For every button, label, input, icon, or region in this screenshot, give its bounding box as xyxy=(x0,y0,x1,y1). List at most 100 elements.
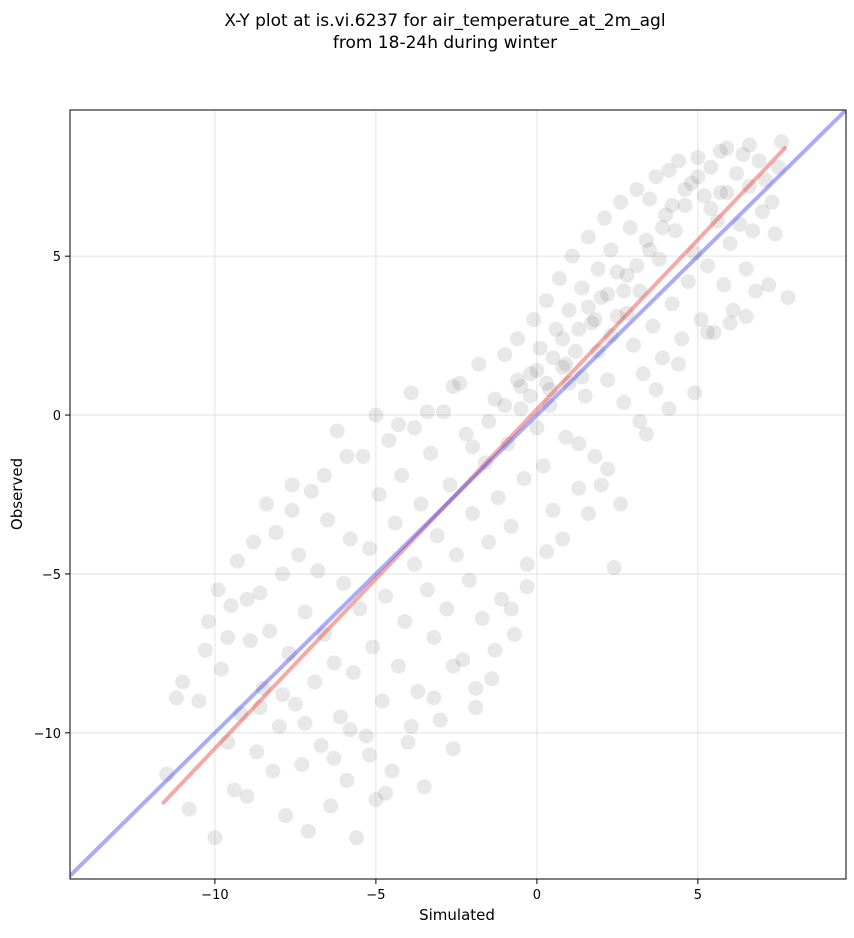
scatter-point-4 xyxy=(191,693,207,709)
scatter-point-126 xyxy=(600,372,616,388)
scatter-point-225 xyxy=(239,591,255,607)
scatter-point-144 xyxy=(658,207,674,223)
scatter-point-181 xyxy=(770,159,786,175)
scatter-point-43 xyxy=(332,709,348,725)
scatter-point-242 xyxy=(580,506,596,522)
scatter-point-20 xyxy=(255,680,271,696)
scatter-point-50 xyxy=(355,448,371,464)
scatter-point-38 xyxy=(316,626,332,642)
scatter-point-185 xyxy=(464,439,480,455)
scatter-point-243 xyxy=(593,477,609,493)
scatter-point-249 xyxy=(722,315,738,331)
scatter-point-118 xyxy=(574,280,590,296)
scatter-point-2 xyxy=(175,674,191,690)
scatter-point-36 xyxy=(310,563,326,579)
scatter-point-62 xyxy=(394,467,410,483)
scatter-point-200 xyxy=(522,388,538,404)
scatter-point-8 xyxy=(210,582,226,598)
x-tick-label-1: −5 xyxy=(366,888,385,903)
scatter-point-123 xyxy=(590,261,606,277)
scatter-point-219 xyxy=(339,448,355,464)
scatter-point-3 xyxy=(181,801,197,817)
x-tick-label-3: 5 xyxy=(694,888,702,903)
scatter-point-79 xyxy=(448,547,464,563)
scatter-point-210 xyxy=(654,220,670,236)
scatter-point-160 xyxy=(709,213,725,229)
scatter-point-236 xyxy=(468,680,484,696)
scatter-point-253 xyxy=(638,426,654,442)
scatter-point-196 xyxy=(590,344,606,360)
scatter-point-112 xyxy=(555,359,571,375)
scatter-point-102 xyxy=(522,366,538,382)
scatter-point-191 xyxy=(545,350,561,366)
scatter-point-99 xyxy=(513,401,529,417)
scatter-point-143 xyxy=(654,350,670,366)
scatter-point-192 xyxy=(555,331,571,347)
scatter-point-195 xyxy=(580,299,596,315)
scatter-point-168 xyxy=(735,146,751,162)
scatter-point-59 xyxy=(384,763,400,779)
scatter-point-184 xyxy=(407,420,423,436)
scatter-point-42 xyxy=(329,423,345,439)
scatter-point-250 xyxy=(738,309,754,325)
scatter-point-222 xyxy=(419,404,435,420)
scatter-point-11 xyxy=(223,598,239,614)
scatter-point-6 xyxy=(200,614,216,630)
scatter-point-65 xyxy=(403,385,419,401)
chart-title-line-2: from 18-24h during winter xyxy=(333,33,557,53)
scatter-point-189 xyxy=(529,363,545,379)
scatter-point-202 xyxy=(542,398,558,414)
scatter-point-53 xyxy=(365,639,381,655)
scatter-point-237 xyxy=(487,642,503,658)
scatter-point-104 xyxy=(529,420,545,436)
scatter-point-16 xyxy=(242,633,258,649)
scatter-point-29 xyxy=(287,696,303,712)
scatter-point-87 xyxy=(474,610,490,626)
scatter-point-44 xyxy=(336,575,352,591)
scatter-point-193 xyxy=(561,375,577,391)
scatter-point-207 xyxy=(616,283,632,299)
scatter-point-27 xyxy=(281,645,297,661)
scatter-point-209 xyxy=(642,242,658,258)
scatter-point-86 xyxy=(471,356,487,372)
scatter-point-85 xyxy=(468,699,484,715)
scatter-point-49 xyxy=(352,601,368,617)
scatter-point-183 xyxy=(719,140,735,156)
scatter-point-177 xyxy=(764,194,780,210)
scatter-point-18 xyxy=(249,744,265,760)
scatter-point-66 xyxy=(407,556,423,572)
scatter-point-98 xyxy=(510,331,526,347)
scatter-point-229 xyxy=(326,750,342,766)
scatter-point-154 xyxy=(690,150,706,166)
scatter-point-169 xyxy=(738,261,754,277)
scatter-point-46 xyxy=(342,531,358,547)
scatter-point-45 xyxy=(339,772,355,788)
scatter-point-153 xyxy=(687,245,703,261)
scatter-point-139 xyxy=(642,191,658,207)
scatter-point-129 xyxy=(609,309,625,325)
scatter-point-75 xyxy=(436,404,452,420)
scatter-point-111 xyxy=(551,270,567,286)
scatter-point-248 xyxy=(700,324,716,340)
scatter-point-175 xyxy=(758,172,774,188)
x-tick-label-0: −10 xyxy=(201,888,228,903)
scatter-point-231 xyxy=(361,747,377,763)
scatter-point-113 xyxy=(558,429,574,445)
scatter-point-146 xyxy=(664,296,680,312)
scatter-point-97 xyxy=(506,626,522,642)
y-tick-label-2: 0 xyxy=(53,409,61,424)
scatter-point-217 xyxy=(284,477,300,493)
scatter-point-197 xyxy=(600,286,616,302)
scatter-point-15 xyxy=(239,788,255,804)
scatter-point-254 xyxy=(600,461,616,477)
scatter-point-58 xyxy=(381,432,397,448)
scatter-point-30 xyxy=(291,547,307,563)
scatter-point-151 xyxy=(680,274,696,290)
scatter-point-28 xyxy=(284,502,300,518)
scatter-point-149 xyxy=(674,331,690,347)
scatter-point-14 xyxy=(233,706,249,722)
scatter-point-110 xyxy=(548,321,564,337)
scatter-point-136 xyxy=(632,283,648,299)
